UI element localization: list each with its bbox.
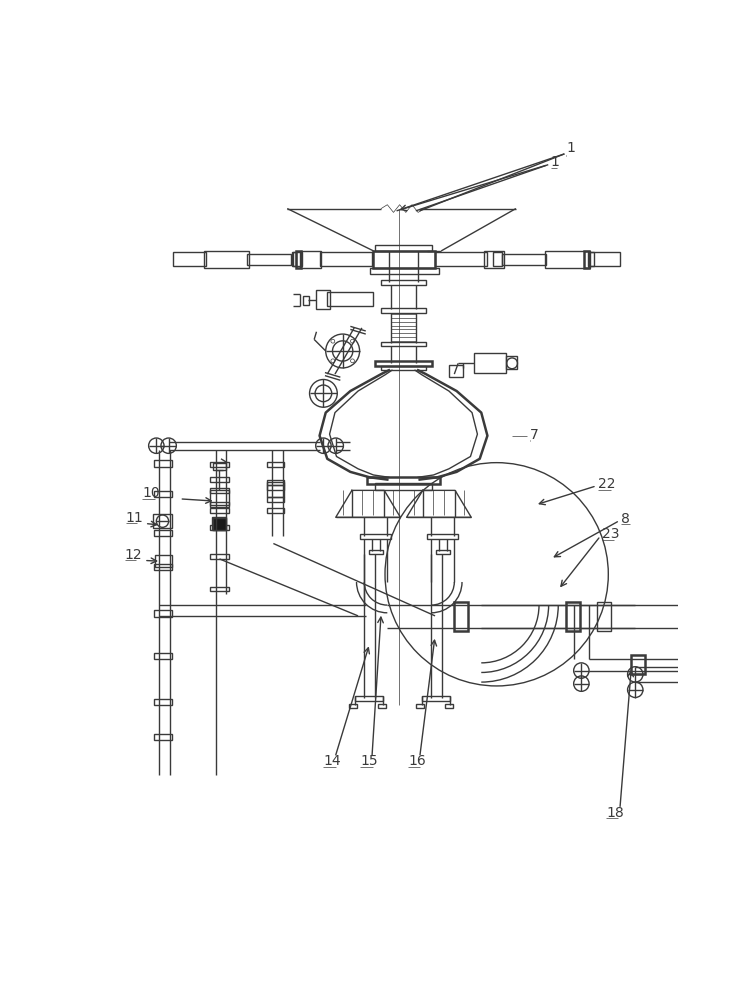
Text: 7: 7 [530,428,538,442]
Bar [267,497,284,502]
Bar [154,610,172,617]
Bar [154,653,172,659]
Bar [267,508,284,513]
Bar [293,252,302,266]
Text: 1: 1 [566,141,575,155]
Bar [327,292,374,306]
Text: 14: 14 [323,754,341,768]
Bar [360,534,391,539]
Bar [210,554,229,559]
Bar [589,252,593,266]
Bar [367,477,439,484]
Bar [455,602,468,631]
Bar [300,251,321,268]
Bar [355,696,383,701]
Bar [210,477,229,482]
Text: 11: 11 [125,511,143,525]
Text: 8: 8 [621,512,630,526]
Bar [210,508,229,513]
Bar [154,491,172,497]
Bar [435,252,488,266]
Bar [375,361,432,366]
Bar [154,460,172,466]
Bar [210,488,229,493]
Bar [154,530,172,536]
Text: 18: 18 [606,806,624,820]
Bar [210,502,229,507]
Bar [204,251,248,268]
Bar [173,252,205,266]
Bar [445,704,453,708]
Bar [374,251,435,268]
Bar [369,550,383,554]
Bar [375,245,432,251]
Bar [545,251,590,268]
Bar [154,699,172,705]
Text: 15: 15 [360,754,378,768]
Bar [375,483,432,490]
Bar [292,252,297,266]
Text: 22: 22 [598,477,616,491]
Bar [378,704,386,708]
Bar [381,366,426,370]
Bar [303,296,309,305]
Bar [210,587,229,591]
Bar [214,463,226,470]
Bar [316,290,330,309]
Text: 16: 16 [408,754,426,768]
Bar [584,251,589,268]
Bar [319,252,372,266]
Bar [210,490,229,505]
Bar [154,564,172,570]
Bar [631,655,646,674]
Bar [267,462,284,466]
Bar [502,254,546,265]
Bar [153,514,171,528]
Bar [211,517,226,530]
Text: 23: 23 [602,527,620,541]
Bar [416,704,424,708]
Bar [349,704,356,708]
Bar [596,602,611,631]
Bar [381,280,426,285]
Bar [449,365,463,377]
Bar [297,251,301,268]
Bar [381,308,426,312]
Bar [587,252,620,266]
Bar [436,550,450,554]
Bar [506,356,517,369]
Bar [210,525,229,530]
Bar [154,734,172,740]
Text: 10: 10 [143,486,160,500]
Bar [381,342,426,346]
Bar [267,485,284,490]
Bar [370,268,439,274]
Bar [493,252,502,266]
Bar [566,602,580,631]
Bar [267,480,284,485]
Bar [473,353,506,373]
Bar [155,555,171,567]
Bar [210,462,229,466]
Bar [422,696,450,701]
Text: 12: 12 [125,548,143,562]
Text: 1: 1 [550,155,559,169]
Bar [267,482,284,497]
Bar [247,254,291,265]
Bar [213,518,226,530]
Bar [427,534,458,539]
Bar [483,251,504,268]
